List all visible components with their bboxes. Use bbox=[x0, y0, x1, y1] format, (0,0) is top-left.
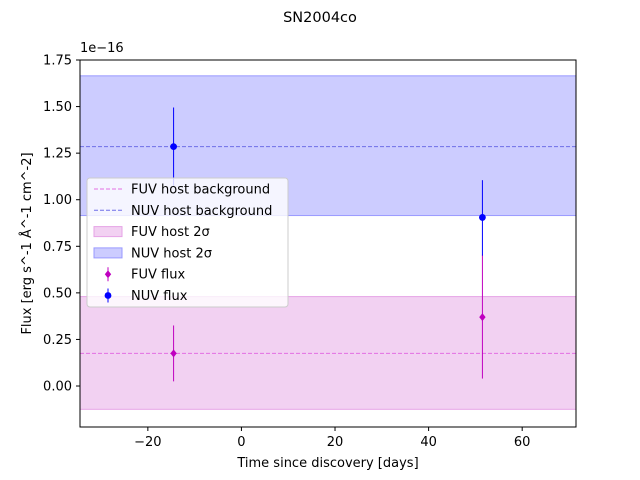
legend-handle-3 bbox=[93, 247, 123, 259]
chart-title: SN2004co bbox=[283, 10, 357, 26]
x-tick-label-1: 0 bbox=[237, 435, 245, 450]
legend-label-1: NUV host background bbox=[131, 204, 272, 219]
nuv-flux-point-1 bbox=[479, 214, 486, 221]
nuv-flux-point-0 bbox=[170, 143, 177, 151]
legend-handle-4 bbox=[104, 270, 112, 279]
y-axis: 0.00 0.25 0.50 0.75 1.00 1.25 1.50 1.75 bbox=[43, 54, 80, 395]
legend-handle-5 bbox=[104, 292, 112, 299]
flux-errorbars bbox=[170, 107, 486, 382]
y-tick-label-6: 1.50 bbox=[43, 100, 72, 115]
legend-label-3: NUV host 2σ bbox=[131, 246, 212, 261]
axes-frame bbox=[79, 59, 577, 428]
y-tick-label-4: 1.00 bbox=[43, 193, 72, 208]
x-tick-label-4: 60 bbox=[514, 435, 531, 450]
legend: FUV host background NUV host background FU… bbox=[86, 177, 289, 308]
y-tick-label-5: 1.25 bbox=[43, 147, 72, 162]
nuv-host-band bbox=[80, 75, 576, 217]
x-axis-label: Time since discovery [days] bbox=[236, 456, 418, 471]
plot-area bbox=[79, 59, 577, 428]
legend-label-0: FUV host background bbox=[131, 183, 270, 198]
host-background-lines bbox=[80, 146, 576, 354]
y-tick-label-3: 0.75 bbox=[43, 240, 72, 255]
x-tick-label-2: 20 bbox=[327, 435, 344, 450]
y-tick-label-2: 0.50 bbox=[43, 286, 72, 301]
fuv-flux-point-0 bbox=[170, 349, 177, 358]
y-tick-label-7: 1.75 bbox=[43, 54, 72, 69]
legend-label-4: FUV flux bbox=[131, 268, 185, 283]
fuv-flux-point-1 bbox=[479, 313, 486, 322]
legend-label-5: NUV flux bbox=[131, 289, 188, 304]
y-axis-label: Flux [erg s^-1 Å^-1 cm^-2] bbox=[19, 152, 35, 334]
x-tick-label-0: −20 bbox=[134, 435, 161, 450]
legend-box bbox=[86, 177, 289, 308]
y-tick-label-1: 0.25 bbox=[43, 333, 72, 348]
x-axis: −20 0 20 40 60 bbox=[134, 427, 530, 450]
y-offset-text: 1e−16 bbox=[80, 41, 124, 56]
legend-label-2: FUV host 2σ bbox=[131, 225, 210, 240]
x-tick-label-3: 40 bbox=[420, 435, 437, 450]
y-tick-label-0: 0.00 bbox=[43, 380, 72, 395]
legend-handle-2 bbox=[93, 226, 123, 238]
